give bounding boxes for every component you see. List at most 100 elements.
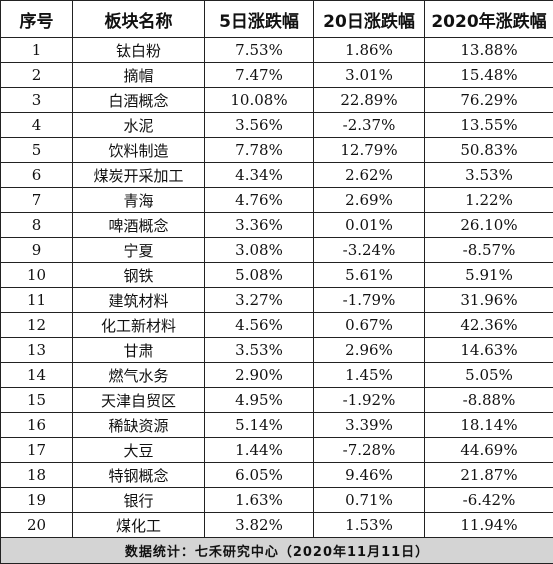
change-5day-cell: 1.44% bbox=[205, 438, 314, 463]
footer-row: 数据统计：七禾研究中心（2020年11月11日） bbox=[1, 538, 553, 564]
change-20day-cell: 2.62% bbox=[314, 163, 425, 188]
change-5day-cell: 3.36% bbox=[205, 213, 314, 238]
change-5day-cell: 3.53% bbox=[205, 338, 314, 363]
rank-cell: 5 bbox=[1, 138, 73, 163]
change-2020-cell: 76.29% bbox=[425, 88, 553, 113]
change-5day-cell: 3.08% bbox=[205, 238, 314, 263]
change-5day-cell: 4.34% bbox=[205, 163, 314, 188]
change-5day-cell: 5.14% bbox=[205, 413, 314, 438]
rank-cell: 6 bbox=[1, 163, 73, 188]
change-2020-cell: 3.53% bbox=[425, 163, 553, 188]
header-sector-name: 板块名称 bbox=[73, 1, 205, 38]
change-20day-cell: 9.46% bbox=[314, 463, 425, 488]
sector-name-cell: 煤化工 bbox=[73, 513, 205, 538]
change-5day-cell: 7.47% bbox=[205, 63, 314, 88]
change-20day-cell: 0.67% bbox=[314, 313, 425, 338]
change-5day-cell: 3.56% bbox=[205, 113, 314, 138]
rank-cell: 13 bbox=[1, 338, 73, 363]
change-2020-cell: 18.14% bbox=[425, 413, 553, 438]
change-2020-cell: 1.22% bbox=[425, 188, 553, 213]
change-2020-cell: 5.91% bbox=[425, 263, 553, 288]
change-2020-cell: 13.88% bbox=[425, 38, 553, 63]
change-2020-cell: 42.36% bbox=[425, 313, 553, 338]
sector-name-cell: 燃气水务 bbox=[73, 363, 205, 388]
change-20day-cell: 5.61% bbox=[314, 263, 425, 288]
change-20day-cell: 0.01% bbox=[314, 213, 425, 238]
change-5day-cell: 1.63% bbox=[205, 488, 314, 513]
sector-name-cell: 白酒概念 bbox=[73, 88, 205, 113]
rank-cell: 8 bbox=[1, 213, 73, 238]
change-5day-cell: 4.76% bbox=[205, 188, 314, 213]
sector-name-cell: 建筑材料 bbox=[73, 288, 205, 313]
change-2020-cell: 50.83% bbox=[425, 138, 553, 163]
sector-name-cell: 煤炭开采加工 bbox=[73, 163, 205, 188]
change-20day-cell: 0.71% bbox=[314, 488, 425, 513]
change-5day-cell: 4.56% bbox=[205, 313, 314, 338]
change-2020-cell: -6.42% bbox=[425, 488, 553, 513]
rank-cell: 1 bbox=[1, 38, 73, 63]
header-rank: 序号 bbox=[1, 1, 73, 38]
sector-name-cell: 摘帽 bbox=[73, 63, 205, 88]
sector-name-cell: 钛白粉 bbox=[73, 38, 205, 63]
sector-name-cell: 大豆 bbox=[73, 438, 205, 463]
change-5day-cell: 3.27% bbox=[205, 288, 314, 313]
sector-name-cell: 水泥 bbox=[73, 113, 205, 138]
rank-cell: 9 bbox=[1, 238, 73, 263]
change-20day-cell: 3.01% bbox=[314, 63, 425, 88]
change-5day-cell: 7.78% bbox=[205, 138, 314, 163]
rank-cell: 4 bbox=[1, 113, 73, 138]
change-20day-cell: 2.96% bbox=[314, 338, 425, 363]
change-20day-cell: -7.28% bbox=[314, 438, 425, 463]
change-20day-cell: -3.24% bbox=[314, 238, 425, 263]
change-2020-cell: 31.96% bbox=[425, 288, 553, 313]
rank-cell: 19 bbox=[1, 488, 73, 513]
sector-name-cell: 饮料制造 bbox=[73, 138, 205, 163]
change-20day-cell: 2.69% bbox=[314, 188, 425, 213]
rank-cell: 7 bbox=[1, 188, 73, 213]
change-20day-cell: 1.45% bbox=[314, 363, 425, 388]
header-2020-change: 2020年涨跌幅 bbox=[425, 1, 553, 38]
sector-name-cell: 特钢概念 bbox=[73, 463, 205, 488]
change-5day-cell: 2.90% bbox=[205, 363, 314, 388]
sector-name-cell: 稀缺资源 bbox=[73, 413, 205, 438]
change-2020-cell: 26.10% bbox=[425, 213, 553, 238]
header-row: 序号 板块名称 5日涨跌幅 20日涨跌幅 2020年涨跌幅 bbox=[1, 1, 553, 38]
change-20day-cell: 22.89% bbox=[314, 88, 425, 113]
change-5day-cell: 5.08% bbox=[205, 263, 314, 288]
change-20day-cell: 1.53% bbox=[314, 513, 425, 538]
sector-name-cell: 银行 bbox=[73, 488, 205, 513]
sector-name-cell: 钢铁 bbox=[73, 263, 205, 288]
sector-name-cell: 青海 bbox=[73, 188, 205, 213]
change-20day-cell: 12.79% bbox=[314, 138, 425, 163]
change-2020-cell: -8.57% bbox=[425, 238, 553, 263]
sector-name-cell: 天津自贸区 bbox=[73, 388, 205, 413]
rank-cell: 20 bbox=[1, 513, 73, 538]
change-5day-cell: 7.53% bbox=[205, 38, 314, 63]
change-5day-cell: 4.95% bbox=[205, 388, 314, 413]
change-20day-cell: 3.39% bbox=[314, 413, 425, 438]
rank-cell: 2 bbox=[1, 63, 73, 88]
change-20day-cell: -2.37% bbox=[314, 113, 425, 138]
rank-cell: 15 bbox=[1, 388, 73, 413]
change-5day-cell: 3.82% bbox=[205, 513, 314, 538]
change-2020-cell: 11.94% bbox=[425, 513, 553, 538]
change-2020-cell: 15.48% bbox=[425, 63, 553, 88]
change-2020-cell: -8.88% bbox=[425, 388, 553, 413]
change-20day-cell: -1.92% bbox=[314, 388, 425, 413]
change-2020-cell: 14.63% bbox=[425, 338, 553, 363]
